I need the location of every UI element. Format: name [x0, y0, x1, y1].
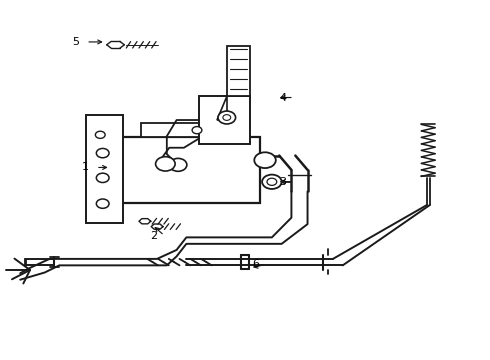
Polygon shape [217, 96, 227, 120]
Circle shape [156, 157, 175, 171]
FancyBboxPatch shape [227, 45, 250, 96]
Text: 6: 6 [253, 259, 260, 269]
Circle shape [223, 114, 231, 120]
Bar [141, 123, 211, 137]
Circle shape [267, 178, 277, 185]
Circle shape [192, 127, 202, 134]
Text: 1: 1 [82, 162, 89, 172]
Text: 2: 2 [150, 231, 157, 240]
Circle shape [169, 158, 187, 171]
Circle shape [262, 175, 282, 189]
Bar [121, 137, 260, 203]
Circle shape [96, 131, 105, 138]
Circle shape [97, 199, 109, 208]
Circle shape [97, 148, 109, 158]
Text: 4: 4 [279, 93, 287, 103]
Text: 3: 3 [279, 177, 287, 187]
Circle shape [218, 111, 236, 124]
Circle shape [254, 152, 276, 168]
Circle shape [97, 173, 109, 183]
Text: 5: 5 [72, 37, 79, 47]
Bar [86, 116, 123, 223]
FancyBboxPatch shape [198, 96, 250, 144]
